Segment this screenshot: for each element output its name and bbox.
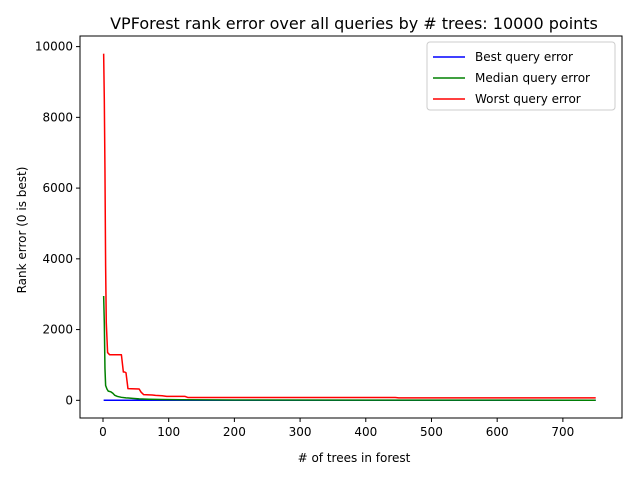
legend-box <box>426 41 616 111</box>
x-tick-label: 300 <box>289 425 312 439</box>
series-line-2 <box>102 295 596 401</box>
x-axis-label: # of trees in forest <box>298 451 411 465</box>
legend-label-3: Worst query error <box>475 92 581 106</box>
y-tick-label: 4000 <box>42 252 73 266</box>
y-tick-label: 10000 <box>35 40 73 54</box>
series-layer <box>102 53 596 402</box>
series-line-3 <box>102 53 596 399</box>
x-tick-label: 100 <box>157 425 180 439</box>
x-tick-label: 700 <box>551 425 574 439</box>
y-tick-label: 0 <box>65 393 73 407</box>
x-tick-label: 200 <box>223 425 246 439</box>
x-tick-label: 600 <box>486 425 509 439</box>
x-tick-label: 0 <box>99 425 107 439</box>
chart-title: VPForest rank error over all queries by … <box>110 14 598 33</box>
y-tick-label: 8000 <box>42 110 73 124</box>
legend-label-2: Median query error <box>475 71 590 85</box>
y-tick-label: 2000 <box>42 323 73 337</box>
x-axis-ticks: 0 100 200 300 400 500 600 700 <box>99 418 574 439</box>
legend-label-1: Best query error <box>475 50 573 64</box>
x-tick-label: 500 <box>420 425 443 439</box>
y-axis-label: Rank error (0 is best) <box>15 167 29 294</box>
legend: Best query error Median query error Worst … <box>426 41 616 111</box>
x-tick-label: 400 <box>354 425 377 439</box>
legend-items: Best query error Median query error Worst … <box>433 50 590 106</box>
y-tick-label: 6000 <box>42 181 73 195</box>
plot-border <box>79 35 623 419</box>
y-axis-ticks: 0 2000 4000 6000 8000 10000 <box>35 40 80 407</box>
